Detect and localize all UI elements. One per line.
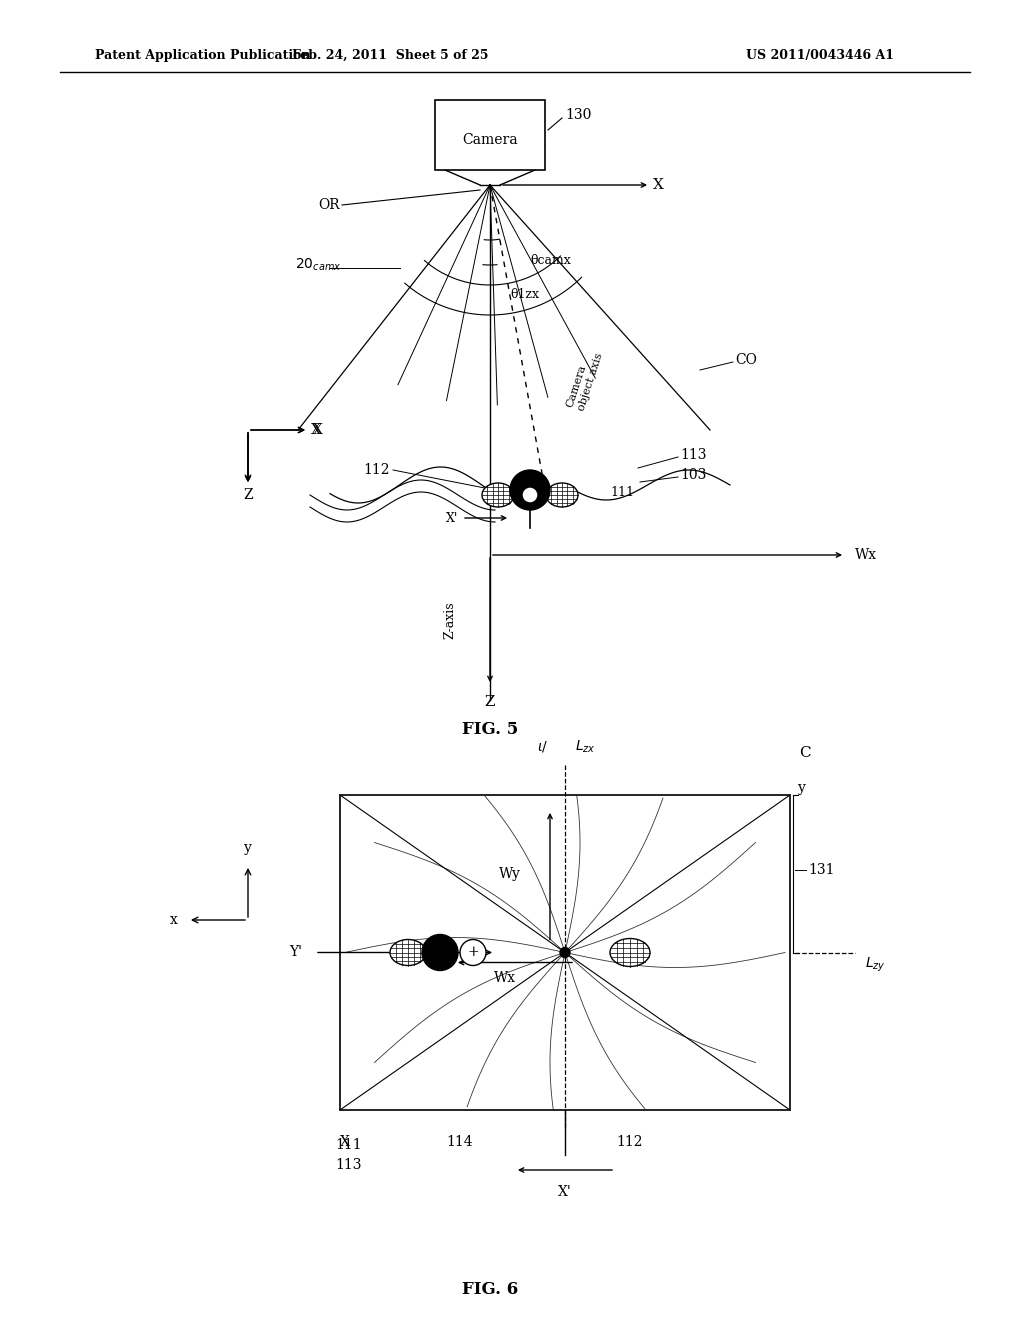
Text: X': X' [558,1185,571,1199]
Circle shape [560,948,570,957]
Bar [435,100,545,170]
Text: $\iota/$: $\iota/$ [537,739,549,755]
Circle shape [422,935,458,970]
Circle shape [522,487,538,503]
Text: Y': Y' [289,945,302,960]
Text: Wx: Wx [494,970,516,985]
Text: θ1zx: θ1zx [510,289,539,301]
Text: 112: 112 [616,1135,643,1148]
Text: X: X [313,422,323,437]
Text: 130: 130 [565,108,592,121]
Text: X: X [311,422,321,437]
Text: C: C [799,746,811,760]
Text: 131: 131 [808,863,835,876]
Text: y: y [244,841,252,855]
Text: 111: 111 [610,487,634,499]
Text: Wx: Wx [855,548,878,562]
Text: X: X [652,178,664,191]
Circle shape [510,470,550,510]
Text: Camera
object axis: Camera object axis [565,348,604,412]
Text: OR: OR [318,198,340,213]
Text: 103: 103 [680,469,707,482]
Text: Z: Z [484,696,496,709]
Text: X: X [340,1135,350,1148]
Text: X': X' [445,511,458,524]
Text: 114: 114 [446,1135,473,1148]
Text: Z-axis: Z-axis [443,601,457,639]
Text: 113: 113 [680,447,707,462]
Text: $L_{zy}$: $L_{zy}$ [865,956,886,974]
Text: $20_{camx}$: $20_{camx}$ [295,257,341,273]
Text: $L_{zx}$: $L_{zx}$ [575,739,596,755]
Text: Feb. 24, 2011  Sheet 5 of 25: Feb. 24, 2011 Sheet 5 of 25 [292,49,488,62]
Ellipse shape [610,939,650,966]
Bar [340,795,790,1110]
Text: 113: 113 [335,1158,361,1172]
Text: Camera: Camera [462,133,518,147]
Text: CO: CO [735,352,757,367]
Text: 112: 112 [364,463,390,477]
Ellipse shape [390,940,426,965]
Text: US 2011/0043446 A1: US 2011/0043446 A1 [746,49,894,62]
Text: Wy: Wy [499,867,521,880]
Text: y: y [798,781,806,795]
Text: θcamx: θcamx [530,253,570,267]
Text: +: + [467,945,479,960]
Text: FIG. 5: FIG. 5 [462,722,518,738]
Circle shape [460,940,486,965]
Ellipse shape [482,483,514,507]
Text: x: x [170,913,178,927]
Text: Patent Application Publication: Patent Application Publication [95,49,310,62]
Text: Z: Z [243,488,253,502]
Text: 111: 111 [335,1138,361,1152]
Ellipse shape [546,483,578,507]
Text: FIG. 6: FIG. 6 [462,1282,518,1299]
